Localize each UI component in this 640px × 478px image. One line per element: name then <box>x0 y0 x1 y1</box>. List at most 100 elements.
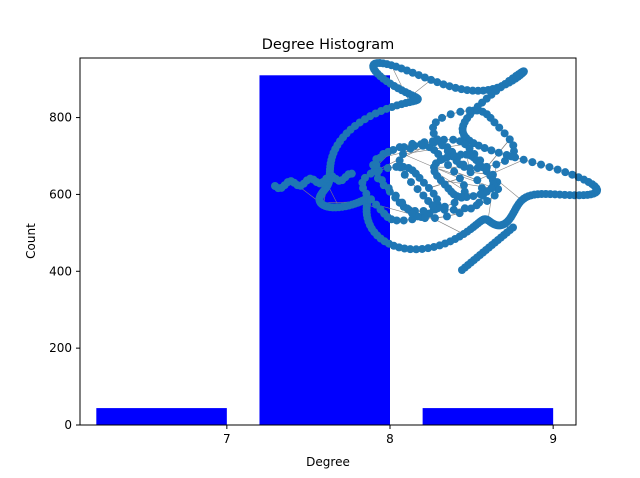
network-node <box>487 146 496 155</box>
network-node <box>519 155 528 164</box>
network-node <box>403 204 412 213</box>
network-node <box>412 245 421 254</box>
network-node <box>407 178 416 187</box>
y-tick-label: 0 <box>64 418 72 432</box>
network-node <box>469 192 478 201</box>
network-node <box>427 75 436 84</box>
x-tick-label: 8 <box>386 432 394 446</box>
bars-group <box>96 75 554 426</box>
network-node <box>372 200 381 209</box>
network-node <box>537 160 546 169</box>
y-tick-label: 600 <box>49 187 72 201</box>
network-node <box>500 156 509 165</box>
network-edge <box>454 171 478 181</box>
network-node <box>494 148 503 157</box>
network-node <box>443 147 452 156</box>
network-node <box>500 129 509 138</box>
network-node <box>418 244 427 253</box>
network-node <box>438 113 447 122</box>
network-node <box>383 164 392 173</box>
network-node <box>459 181 468 190</box>
network-node <box>384 184 393 193</box>
network-node <box>400 170 409 179</box>
network-node <box>420 214 429 223</box>
x-tick-label: 7 <box>223 432 231 446</box>
network-node <box>414 71 423 80</box>
network-node <box>450 198 459 207</box>
network-node <box>462 193 471 202</box>
network-node <box>376 153 385 162</box>
network-node <box>490 191 499 200</box>
network-node <box>449 135 458 144</box>
network-node <box>417 140 426 149</box>
network-node <box>424 196 433 205</box>
network-node <box>456 107 465 116</box>
network-node <box>495 123 504 132</box>
bar-degree-9 <box>422 408 554 425</box>
network-edge <box>433 166 499 190</box>
network-node <box>528 158 537 167</box>
network-node <box>391 191 400 200</box>
network-node <box>476 190 485 199</box>
network-node <box>445 82 454 91</box>
network-node <box>395 143 404 152</box>
network-node <box>419 206 428 215</box>
plot-frame <box>79 57 577 426</box>
network-node <box>367 195 376 204</box>
x-tick-label: 9 <box>549 432 557 446</box>
network-node <box>553 165 562 174</box>
network-node <box>398 198 407 207</box>
network-node <box>384 147 393 156</box>
y-tick-label: 400 <box>49 264 72 278</box>
network-node <box>399 216 408 225</box>
network-node <box>372 160 381 169</box>
y-axis-ticks: 0 200 400 600 800 <box>49 111 80 432</box>
network-node <box>395 156 404 165</box>
network-node <box>436 156 445 165</box>
network-node <box>507 152 516 161</box>
network-node <box>444 161 453 170</box>
network-node <box>438 141 447 150</box>
network-node <box>473 176 482 185</box>
network-node <box>482 187 491 196</box>
network-node <box>419 178 428 187</box>
network-node <box>545 163 554 172</box>
network-node <box>430 214 439 223</box>
network-node <box>373 168 382 177</box>
network-node <box>561 168 570 177</box>
network-node <box>465 106 474 115</box>
network-node <box>446 110 455 119</box>
network-node <box>450 167 459 176</box>
network-node <box>420 73 429 82</box>
network-node <box>419 191 428 200</box>
y-tick-label: 800 <box>49 111 72 125</box>
y-axis-label: Count <box>24 223 38 259</box>
network-node <box>568 170 577 179</box>
network-node <box>406 144 415 153</box>
network-node <box>490 118 499 127</box>
network-node <box>472 201 481 210</box>
network-node <box>431 118 440 127</box>
network-node <box>505 135 514 144</box>
network-node <box>347 169 356 178</box>
network-node <box>492 160 501 169</box>
network-node <box>460 204 469 213</box>
network-node <box>396 163 405 172</box>
x-axis-label: Degree <box>306 455 350 469</box>
network-node <box>424 184 433 193</box>
x-axis-ticks: 7 8 9 <box>223 425 557 446</box>
network-node <box>455 174 464 183</box>
network-node <box>433 135 442 144</box>
network-node <box>439 80 448 89</box>
chart-title: Degree Histogram <box>262 37 395 53</box>
network-node <box>440 205 449 214</box>
bar-degree-7 <box>96 408 227 425</box>
network-node <box>509 223 517 232</box>
network-node <box>579 175 588 184</box>
network-node <box>399 150 408 159</box>
network-node <box>449 205 458 214</box>
network-node <box>360 173 369 182</box>
network-node <box>450 151 459 160</box>
network-node <box>424 244 433 253</box>
